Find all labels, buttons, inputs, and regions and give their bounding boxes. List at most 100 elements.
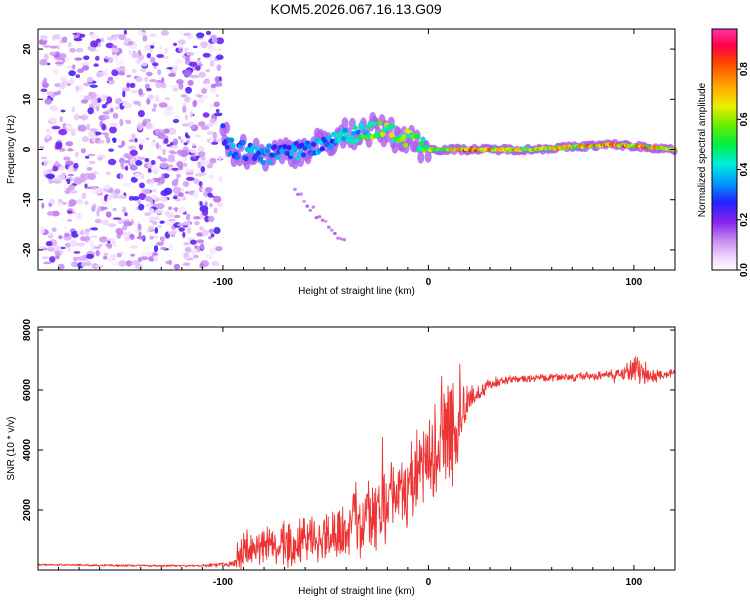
noise-blob <box>182 181 190 188</box>
noise-blob <box>129 149 138 157</box>
snr-y-axis-label: SNR (10 * v/v) <box>6 417 17 481</box>
trace-blob <box>264 148 271 154</box>
noise-blob <box>207 215 215 223</box>
trace-blob <box>351 130 357 136</box>
noise-blob <box>126 121 132 125</box>
noise-blob <box>46 91 55 96</box>
noise-blob <box>112 138 117 143</box>
noise-blob <box>171 220 177 224</box>
trace-blob <box>275 154 281 160</box>
noise-blob <box>42 82 49 88</box>
spectrogram-y-axis-label: Frequency (Hz) <box>6 115 17 184</box>
noise-blob <box>147 168 152 173</box>
noise-blob <box>107 223 116 228</box>
noise-blob <box>156 54 165 58</box>
noise-blob <box>69 78 74 84</box>
noise-blob <box>148 216 158 221</box>
tail-blob <box>323 219 328 223</box>
noise-blob <box>92 171 99 175</box>
noise-blob <box>215 108 220 113</box>
noise-blob <box>211 35 216 42</box>
noise-blob <box>155 81 163 89</box>
noise-blob <box>75 151 79 157</box>
noise-blob <box>168 150 176 154</box>
noise-blob <box>182 105 187 113</box>
noise-blob <box>210 83 217 89</box>
noise-blob <box>118 71 126 76</box>
noise-blob <box>167 127 177 135</box>
noise-blob <box>187 79 194 86</box>
noise-blob <box>100 94 107 102</box>
noise-blob <box>210 141 219 145</box>
noise-blob <box>101 37 104 43</box>
noise-blob <box>90 185 98 190</box>
noise-blob <box>111 240 116 245</box>
noise-blob <box>209 203 213 208</box>
noise-blob <box>175 177 179 182</box>
trace-blob <box>289 151 295 157</box>
noise-blob <box>204 201 208 207</box>
noise-blob <box>173 42 177 47</box>
trace-blob <box>344 132 350 138</box>
noise-blob <box>137 223 142 231</box>
noise-blob <box>190 149 197 154</box>
noise-blob <box>209 136 213 144</box>
noise-blob <box>94 218 102 224</box>
noise-blob <box>138 231 142 238</box>
noise-blob <box>149 219 154 223</box>
spectrogram-x-axis-label: Height of straight line (km) <box>298 286 415 297</box>
noise-blob <box>39 146 45 149</box>
noise-blob <box>149 45 155 49</box>
noise-blob <box>178 164 184 171</box>
noise-blob <box>112 207 117 212</box>
noise-blob <box>197 57 201 61</box>
noise-blob <box>77 68 84 73</box>
noise-blob <box>122 206 127 214</box>
noise-blob <box>111 54 119 61</box>
noise-blob <box>87 107 94 115</box>
noise-blob <box>164 96 171 101</box>
noise-blob <box>200 216 204 220</box>
noise-blob <box>214 112 223 117</box>
noise-blob <box>190 248 198 255</box>
trace-blob <box>355 129 361 135</box>
noise-blob <box>153 252 159 256</box>
noise-blob <box>107 257 113 263</box>
noise-blob <box>112 112 119 119</box>
tail-blob <box>299 192 303 196</box>
trace-blob <box>286 144 292 151</box>
noise-blob <box>208 236 212 240</box>
noise-blob <box>98 139 105 144</box>
noise-blob <box>218 80 222 84</box>
trace-blob <box>224 144 230 150</box>
noise-blob <box>115 227 124 235</box>
noise-blob <box>186 139 190 144</box>
noise-blob <box>45 134 50 140</box>
noise-blob <box>185 55 190 63</box>
noise-blob <box>95 264 104 268</box>
noise-blob <box>89 84 98 88</box>
noise-blob <box>208 46 218 52</box>
noise-blob <box>128 139 136 143</box>
noise-blob <box>201 88 208 95</box>
noise-blob <box>86 253 94 259</box>
noise-blob <box>190 74 200 79</box>
trace-blob <box>341 136 347 142</box>
trace-blob <box>326 134 332 141</box>
noise-blob <box>93 246 101 249</box>
noise-blob <box>158 102 168 108</box>
noise-blob <box>124 165 129 171</box>
noise-blob <box>219 175 223 183</box>
noise-blob <box>63 80 69 85</box>
noise-blob <box>189 169 195 173</box>
noise-blob <box>151 178 155 184</box>
noise-blob <box>168 259 172 266</box>
noise-blob <box>105 42 114 49</box>
noise-blob <box>213 195 222 203</box>
noise-blob <box>82 136 89 143</box>
trace-blob <box>269 152 275 158</box>
noise-blob <box>81 114 88 121</box>
noise-blob <box>125 260 133 267</box>
noise-blob <box>46 62 51 66</box>
trace-blob <box>403 142 409 148</box>
